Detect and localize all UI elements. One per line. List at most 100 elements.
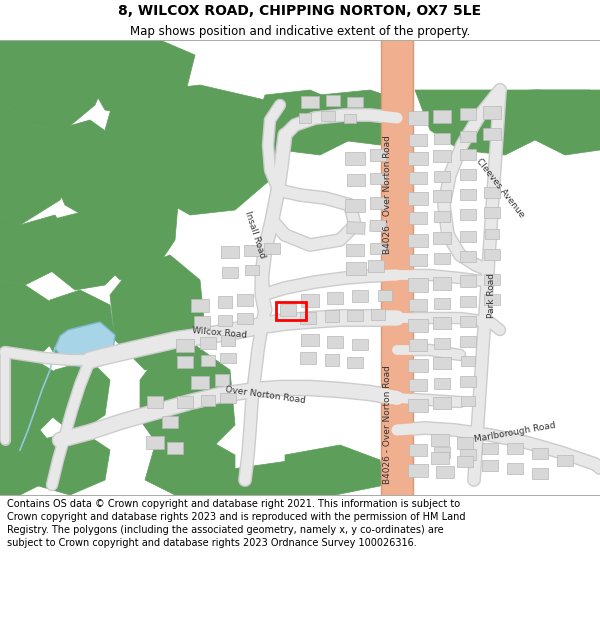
Bar <box>220 353 236 363</box>
Bar <box>431 434 449 446</box>
Bar <box>408 399 428 411</box>
Bar <box>484 206 500 217</box>
Bar <box>176 339 194 351</box>
Text: Park Road: Park Road <box>487 272 497 318</box>
Bar <box>433 276 451 289</box>
Bar <box>408 111 428 125</box>
Polygon shape <box>80 150 180 280</box>
Text: Insall Road: Insall Road <box>243 210 267 260</box>
Bar <box>436 466 454 478</box>
Bar <box>434 338 450 349</box>
Bar <box>368 260 384 272</box>
Bar <box>460 131 476 141</box>
Polygon shape <box>50 120 130 225</box>
Bar <box>276 302 306 320</box>
Bar <box>434 171 450 181</box>
Bar <box>301 96 319 108</box>
Bar <box>345 199 365 211</box>
Polygon shape <box>40 360 110 435</box>
Text: B4026 - Over Norton Road: B4026 - Over Norton Road <box>383 136 392 254</box>
Bar <box>344 114 356 122</box>
Bar <box>408 191 428 204</box>
Bar <box>218 314 232 326</box>
Bar <box>482 459 498 471</box>
Bar <box>201 354 215 366</box>
Bar <box>221 246 239 258</box>
Text: Wilcox Road: Wilcox Road <box>192 326 248 340</box>
Bar <box>460 189 476 199</box>
Bar <box>434 132 450 144</box>
Polygon shape <box>110 255 205 370</box>
Bar <box>460 108 476 120</box>
Bar <box>167 442 183 454</box>
Bar <box>237 294 253 306</box>
Bar <box>371 309 385 319</box>
Text: 8, WILCOX ROAD, CHIPPING NORTON, OX7 5LE: 8, WILCOX ROAD, CHIPPING NORTON, OX7 5LE <box>118 4 482 18</box>
Bar <box>532 468 548 479</box>
Bar <box>460 231 476 241</box>
Bar <box>346 244 364 256</box>
Polygon shape <box>105 85 285 215</box>
Text: Contains OS data © Crown copyright and database right 2021. This information is : Contains OS data © Crown copyright and d… <box>7 499 466 548</box>
Bar <box>408 151 428 164</box>
Bar <box>177 396 193 408</box>
Bar <box>457 456 473 466</box>
Bar <box>162 416 178 428</box>
Bar <box>301 294 319 306</box>
Bar <box>201 394 215 406</box>
Bar <box>146 436 164 449</box>
Bar <box>460 251 476 261</box>
Bar <box>433 109 451 123</box>
Bar <box>408 319 428 331</box>
Bar <box>461 396 475 406</box>
Bar <box>191 299 209 311</box>
Polygon shape <box>310 90 410 145</box>
Bar <box>280 304 296 316</box>
Polygon shape <box>0 40 110 130</box>
Bar <box>460 296 476 306</box>
Bar <box>409 212 427 224</box>
Polygon shape <box>40 290 115 365</box>
Bar <box>222 266 238 278</box>
Bar <box>483 128 501 140</box>
Text: Over Norton Road: Over Norton Road <box>224 385 306 405</box>
Bar <box>433 150 451 162</box>
Bar <box>408 234 428 246</box>
Bar <box>325 354 339 366</box>
Polygon shape <box>0 215 70 285</box>
Bar <box>221 334 235 346</box>
Polygon shape <box>0 360 65 430</box>
Bar <box>409 172 427 184</box>
Bar <box>433 317 451 329</box>
Bar <box>347 222 365 234</box>
Bar <box>194 316 210 328</box>
Bar <box>346 261 366 274</box>
Bar <box>433 190 451 202</box>
Polygon shape <box>285 445 385 495</box>
Polygon shape <box>140 345 235 455</box>
Text: Marlborough Road: Marlborough Road <box>473 421 556 444</box>
Bar <box>409 299 427 311</box>
Bar <box>300 312 316 324</box>
Bar <box>370 149 386 161</box>
Bar <box>191 376 209 389</box>
Polygon shape <box>0 425 60 495</box>
Bar <box>347 356 363 367</box>
Bar <box>347 309 363 321</box>
Bar <box>200 337 216 349</box>
Bar <box>325 310 339 322</box>
Bar <box>327 292 343 304</box>
Bar <box>409 134 427 146</box>
Bar <box>352 339 368 349</box>
Bar <box>457 437 473 449</box>
Bar <box>264 242 280 254</box>
Polygon shape <box>0 100 80 225</box>
Bar <box>409 444 427 456</box>
Bar <box>220 393 236 403</box>
Bar <box>327 336 343 348</box>
Bar <box>460 316 476 326</box>
Bar <box>244 244 260 256</box>
Polygon shape <box>415 90 535 155</box>
Bar <box>460 275 476 287</box>
Bar <box>484 249 500 259</box>
